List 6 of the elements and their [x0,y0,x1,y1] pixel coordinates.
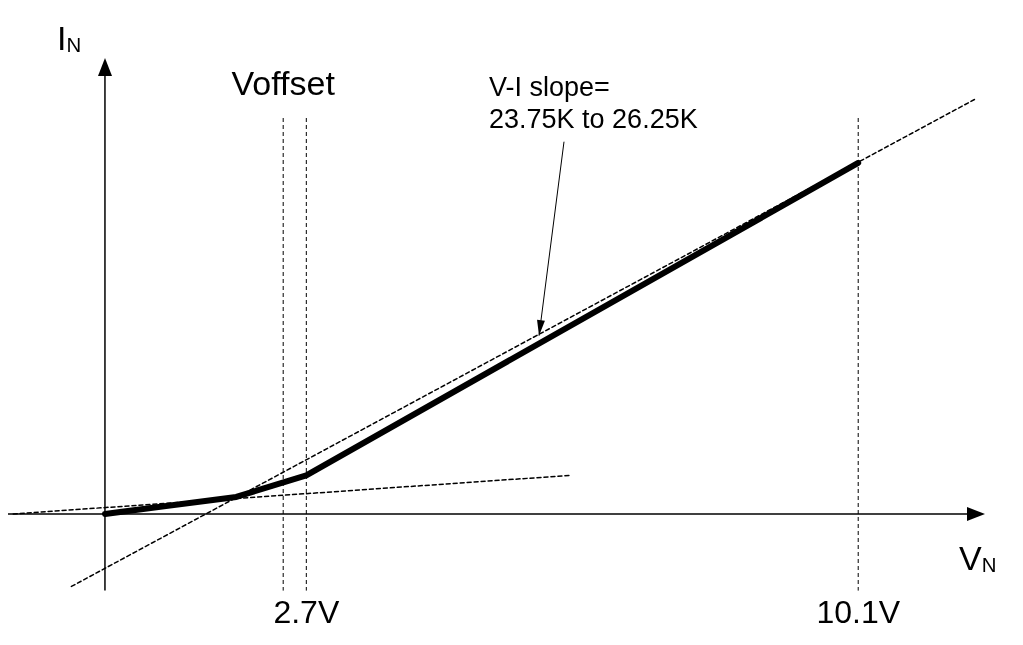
ref-line-label: Voffset [231,64,336,102]
annotation: V-I slope= 23.75K to 26.25K [489,71,698,134]
x-tick-label: 10.1V [816,593,901,630]
x-tick-label: 2.7V [273,593,340,630]
y-axis-title: IN [56,19,82,57]
x-axis-title: VN [959,538,997,577]
